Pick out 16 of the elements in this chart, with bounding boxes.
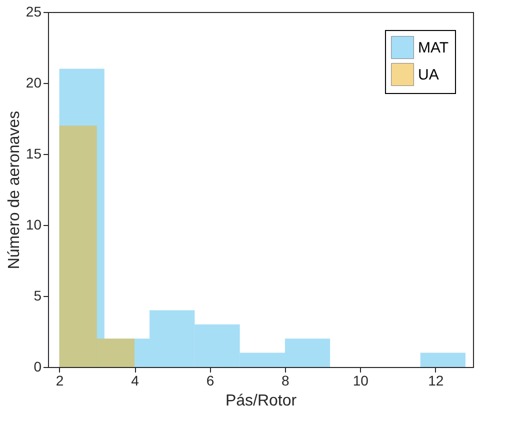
y-tick-label: 25 xyxy=(26,4,42,20)
x-tick-label: 12 xyxy=(428,372,444,388)
x-tick-label: 10 xyxy=(352,372,369,388)
x-tick-label: 8 xyxy=(282,372,290,388)
y-axis-title: Número de aeronaves xyxy=(6,110,23,270)
y-tick-label: 15 xyxy=(26,146,42,162)
x-tick-label: 4 xyxy=(131,372,140,388)
legend-label: UA xyxy=(418,66,439,84)
x-tick-label: 6 xyxy=(206,372,214,388)
legend-label: MAT xyxy=(418,40,449,56)
y-tick-label: 0 xyxy=(34,358,42,374)
y-tick-label: 5 xyxy=(34,288,42,304)
y-tick-label: 20 xyxy=(26,74,42,90)
x-tick-label: 2 xyxy=(56,372,64,388)
x-axis-title: Pás/Rotor xyxy=(225,392,298,410)
y-tick-label: 10 xyxy=(26,216,42,232)
